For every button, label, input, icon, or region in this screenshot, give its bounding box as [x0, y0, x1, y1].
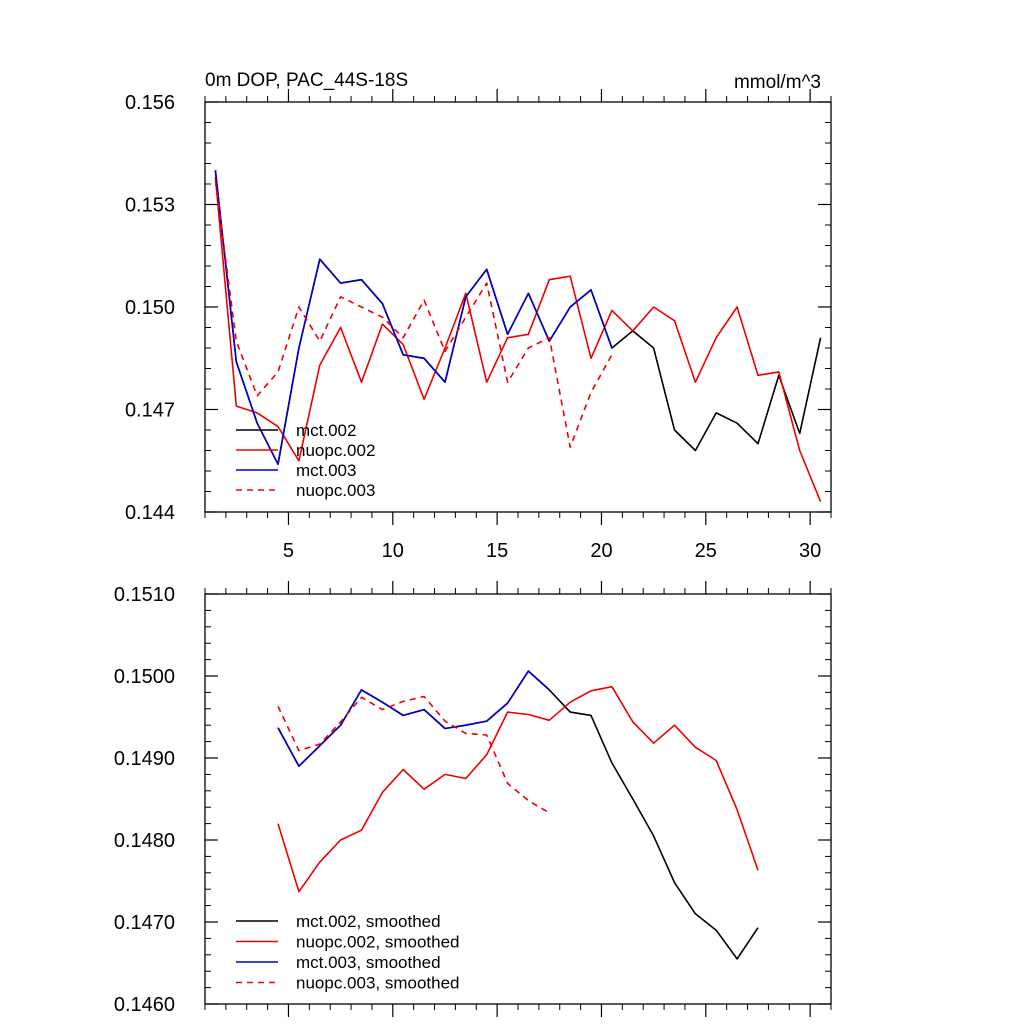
top-legend-label-mct003: mct.003	[296, 461, 356, 480]
bottom-legend-label-mct003: mct.003, smoothed	[296, 953, 441, 972]
bottom-series-mct003	[277, 670, 550, 768]
bottom-panel: 0.1460 0.1470 0.1480 0.1490 0.1500 0.1510 mct…	[114, 581, 832, 1017]
top-xtick-label: 20	[590, 540, 612, 562]
top-xtick-label: 25	[695, 540, 717, 562]
bottom-legend-label-mct002: mct.002, smoothed	[296, 912, 441, 931]
top-legend-label-nuopc003: nuopc.003	[296, 481, 375, 500]
bottom-legend: mct.002, smoothed nuopc.002, smoothedmct.…	[236, 912, 460, 993]
top-series-nuopc002	[214, 177, 822, 503]
bottom-ytick-label: 0.1500	[114, 666, 175, 688]
bottom-ytick-label: 0.1480	[114, 830, 175, 852]
bottom-ytick-label: 0.1510	[114, 584, 175, 606]
bottom-ytick-label: 0.1490	[114, 748, 175, 770]
top-ytick-label: 0.150	[125, 297, 175, 319]
top-legend-label-nuopc002: nuopc.002	[296, 441, 375, 460]
top-axis-ticks: 0.144 0.147 0.150 0.153 0.156 5 10 15 20 25 30	[125, 89, 832, 562]
bottom-legend-label-nuopc002: nuopc.002, smoothed	[296, 933, 460, 952]
top-chart-title: 0m DOP, PAC_44S-18S	[205, 70, 408, 91]
bottom-ytick-label: 0.1460	[114, 994, 175, 1016]
top-ytick-label: 0.144	[125, 502, 175, 524]
bottom-series-nuopc002	[277, 685, 759, 893]
bottom-ytick-label: 0.1470	[114, 912, 175, 934]
top-xtick-label: 30	[799, 540, 821, 562]
top-ytick-label: 0.153	[125, 195, 175, 217]
top-xtick-label: 15	[486, 540, 508, 562]
bottom-series-group	[277, 670, 759, 960]
bottom-series-nuopc003	[277, 695, 550, 814]
top-xtick-label: 5	[283, 540, 294, 562]
top-series-nuopc003	[214, 180, 613, 448]
top-chart-units: mmol/m^3	[734, 72, 821, 93]
bottom-legend-label-nuopc003: nuopc.003, smoothed	[296, 974, 460, 993]
top-legend-label-mct002: mct.002	[296, 421, 356, 440]
top-series-mct003	[214, 170, 613, 466]
top-ytick-label: 0.147	[125, 400, 175, 422]
top-panel: 0m DOP, PAC_44S-18S mmol/m^3 0.1440.1470…	[125, 70, 832, 562]
top-series-group	[214, 170, 822, 503]
top-xtick-label: 10	[382, 540, 404, 562]
top-ytick-label: 0.156	[125, 92, 175, 114]
bottom-axis-ticks: 0.1460 0.1470 0.1480 0.1490 0.1500 0.1510	[114, 581, 832, 1017]
